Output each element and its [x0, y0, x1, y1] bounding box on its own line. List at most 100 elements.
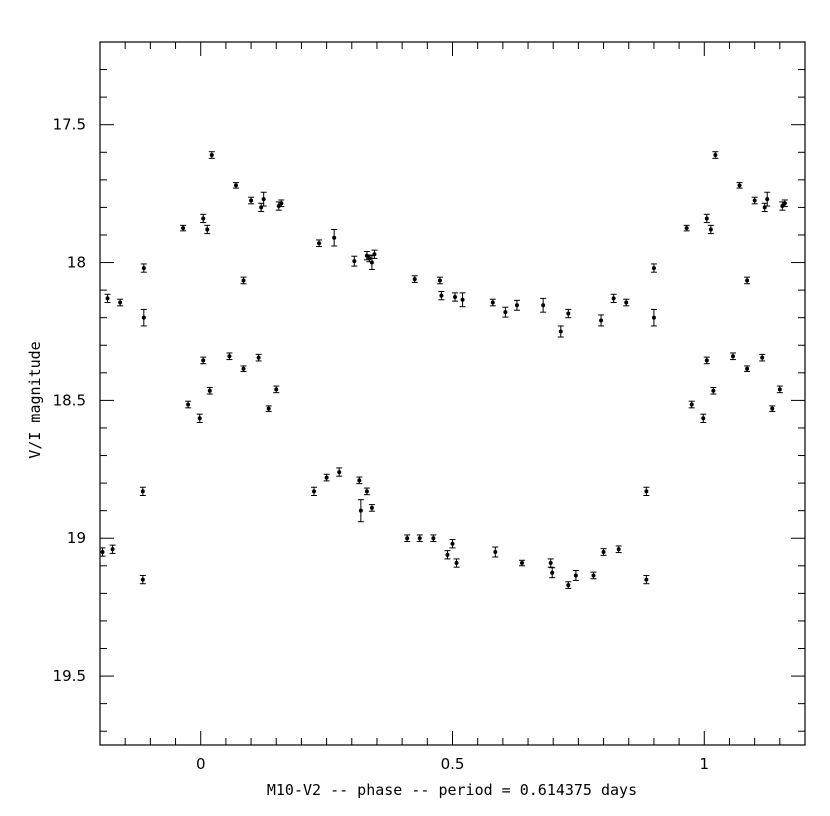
data-point: [598, 314, 605, 327]
point-marker: [261, 197, 266, 202]
point-marker: [405, 536, 410, 541]
data-point: [650, 263, 657, 273]
point-marker: [445, 552, 450, 557]
y-tick-label: 19.5: [53, 667, 86, 685]
data-point: [196, 413, 203, 423]
data-point: [430, 534, 437, 543]
data-points: [99, 151, 788, 589]
data-point: [185, 400, 192, 409]
point-marker: [558, 329, 563, 334]
data-point: [371, 249, 378, 259]
data-point: [623, 298, 630, 307]
data-point: [255, 353, 262, 362]
point-marker: [412, 277, 417, 282]
data-point: [703, 213, 710, 224]
tick-marks: [99, 41, 806, 745]
point-marker: [644, 577, 649, 582]
y-axis-label: V/I magnitude: [26, 341, 44, 458]
data-point: [590, 571, 597, 580]
point-marker: [689, 402, 694, 407]
point-marker: [616, 547, 621, 552]
point-marker: [701, 416, 706, 421]
point-marker: [566, 311, 571, 316]
data-point: [438, 290, 445, 301]
data-point: [729, 352, 736, 361]
data-point: [180, 224, 187, 232]
data-point: [452, 292, 459, 302]
point-marker: [141, 315, 146, 320]
point-marker: [651, 315, 656, 320]
point-marker: [233, 183, 238, 188]
point-marker: [611, 296, 616, 301]
data-point: [781, 199, 788, 208]
point-marker: [777, 387, 782, 392]
point-marker: [591, 573, 596, 578]
x-tick-label: 0: [196, 755, 206, 773]
data-point: [265, 405, 272, 412]
point-marker: [684, 226, 689, 231]
data-point: [615, 545, 622, 554]
point-marker: [209, 153, 214, 158]
data-point: [316, 239, 323, 248]
data-point: [278, 199, 285, 208]
data-point: [744, 365, 751, 372]
data-point: [650, 308, 657, 327]
data-point: [683, 224, 690, 232]
point-marker: [514, 303, 519, 308]
data-point: [351, 255, 358, 267]
data-point: [565, 308, 572, 319]
data-point: [206, 386, 213, 395]
point-marker: [317, 241, 322, 246]
point-marker: [100, 550, 105, 555]
point-marker: [550, 570, 555, 575]
point-marker: [644, 489, 649, 494]
data-point: [572, 569, 579, 581]
y-tick-label: 19: [67, 529, 86, 547]
data-point: [700, 413, 707, 423]
data-point: [703, 356, 710, 365]
point-marker: [118, 300, 123, 305]
data-point: [744, 276, 751, 285]
point-marker: [503, 310, 508, 315]
point-marker: [372, 252, 377, 257]
point-marker: [197, 416, 202, 421]
data-point: [99, 547, 106, 557]
point-marker: [708, 227, 713, 232]
data-point: [449, 539, 456, 549]
point-marker: [186, 402, 191, 407]
point-marker: [573, 573, 578, 578]
data-point: [411, 275, 418, 283]
point-marker: [324, 475, 329, 480]
point-marker: [367, 256, 372, 261]
point-marker: [737, 183, 742, 188]
point-marker: [548, 561, 553, 566]
axes-frame: [99, 41, 806, 746]
point-marker: [439, 293, 444, 298]
point-marker: [201, 216, 206, 221]
data-point: [248, 196, 255, 205]
data-point: [759, 353, 766, 362]
data-point: [557, 325, 564, 338]
point-marker: [357, 478, 362, 483]
data-point: [139, 574, 146, 585]
data-point: [436, 276, 443, 285]
point-marker: [519, 561, 524, 566]
data-point: [565, 581, 572, 589]
data-point: [492, 546, 499, 558]
data-point: [226, 352, 233, 361]
data-point: [540, 297, 547, 313]
data-point: [232, 182, 239, 189]
data-point: [610, 293, 617, 304]
point-marker: [140, 489, 145, 494]
point-marker: [369, 260, 374, 265]
data-point: [117, 298, 124, 307]
point-marker: [704, 216, 709, 221]
data-point: [357, 499, 364, 523]
data-point: [769, 405, 776, 412]
point-marker: [110, 547, 115, 552]
data-point: [549, 567, 556, 579]
point-marker: [704, 358, 709, 363]
point-marker: [266, 406, 271, 411]
data-point: [368, 504, 375, 512]
